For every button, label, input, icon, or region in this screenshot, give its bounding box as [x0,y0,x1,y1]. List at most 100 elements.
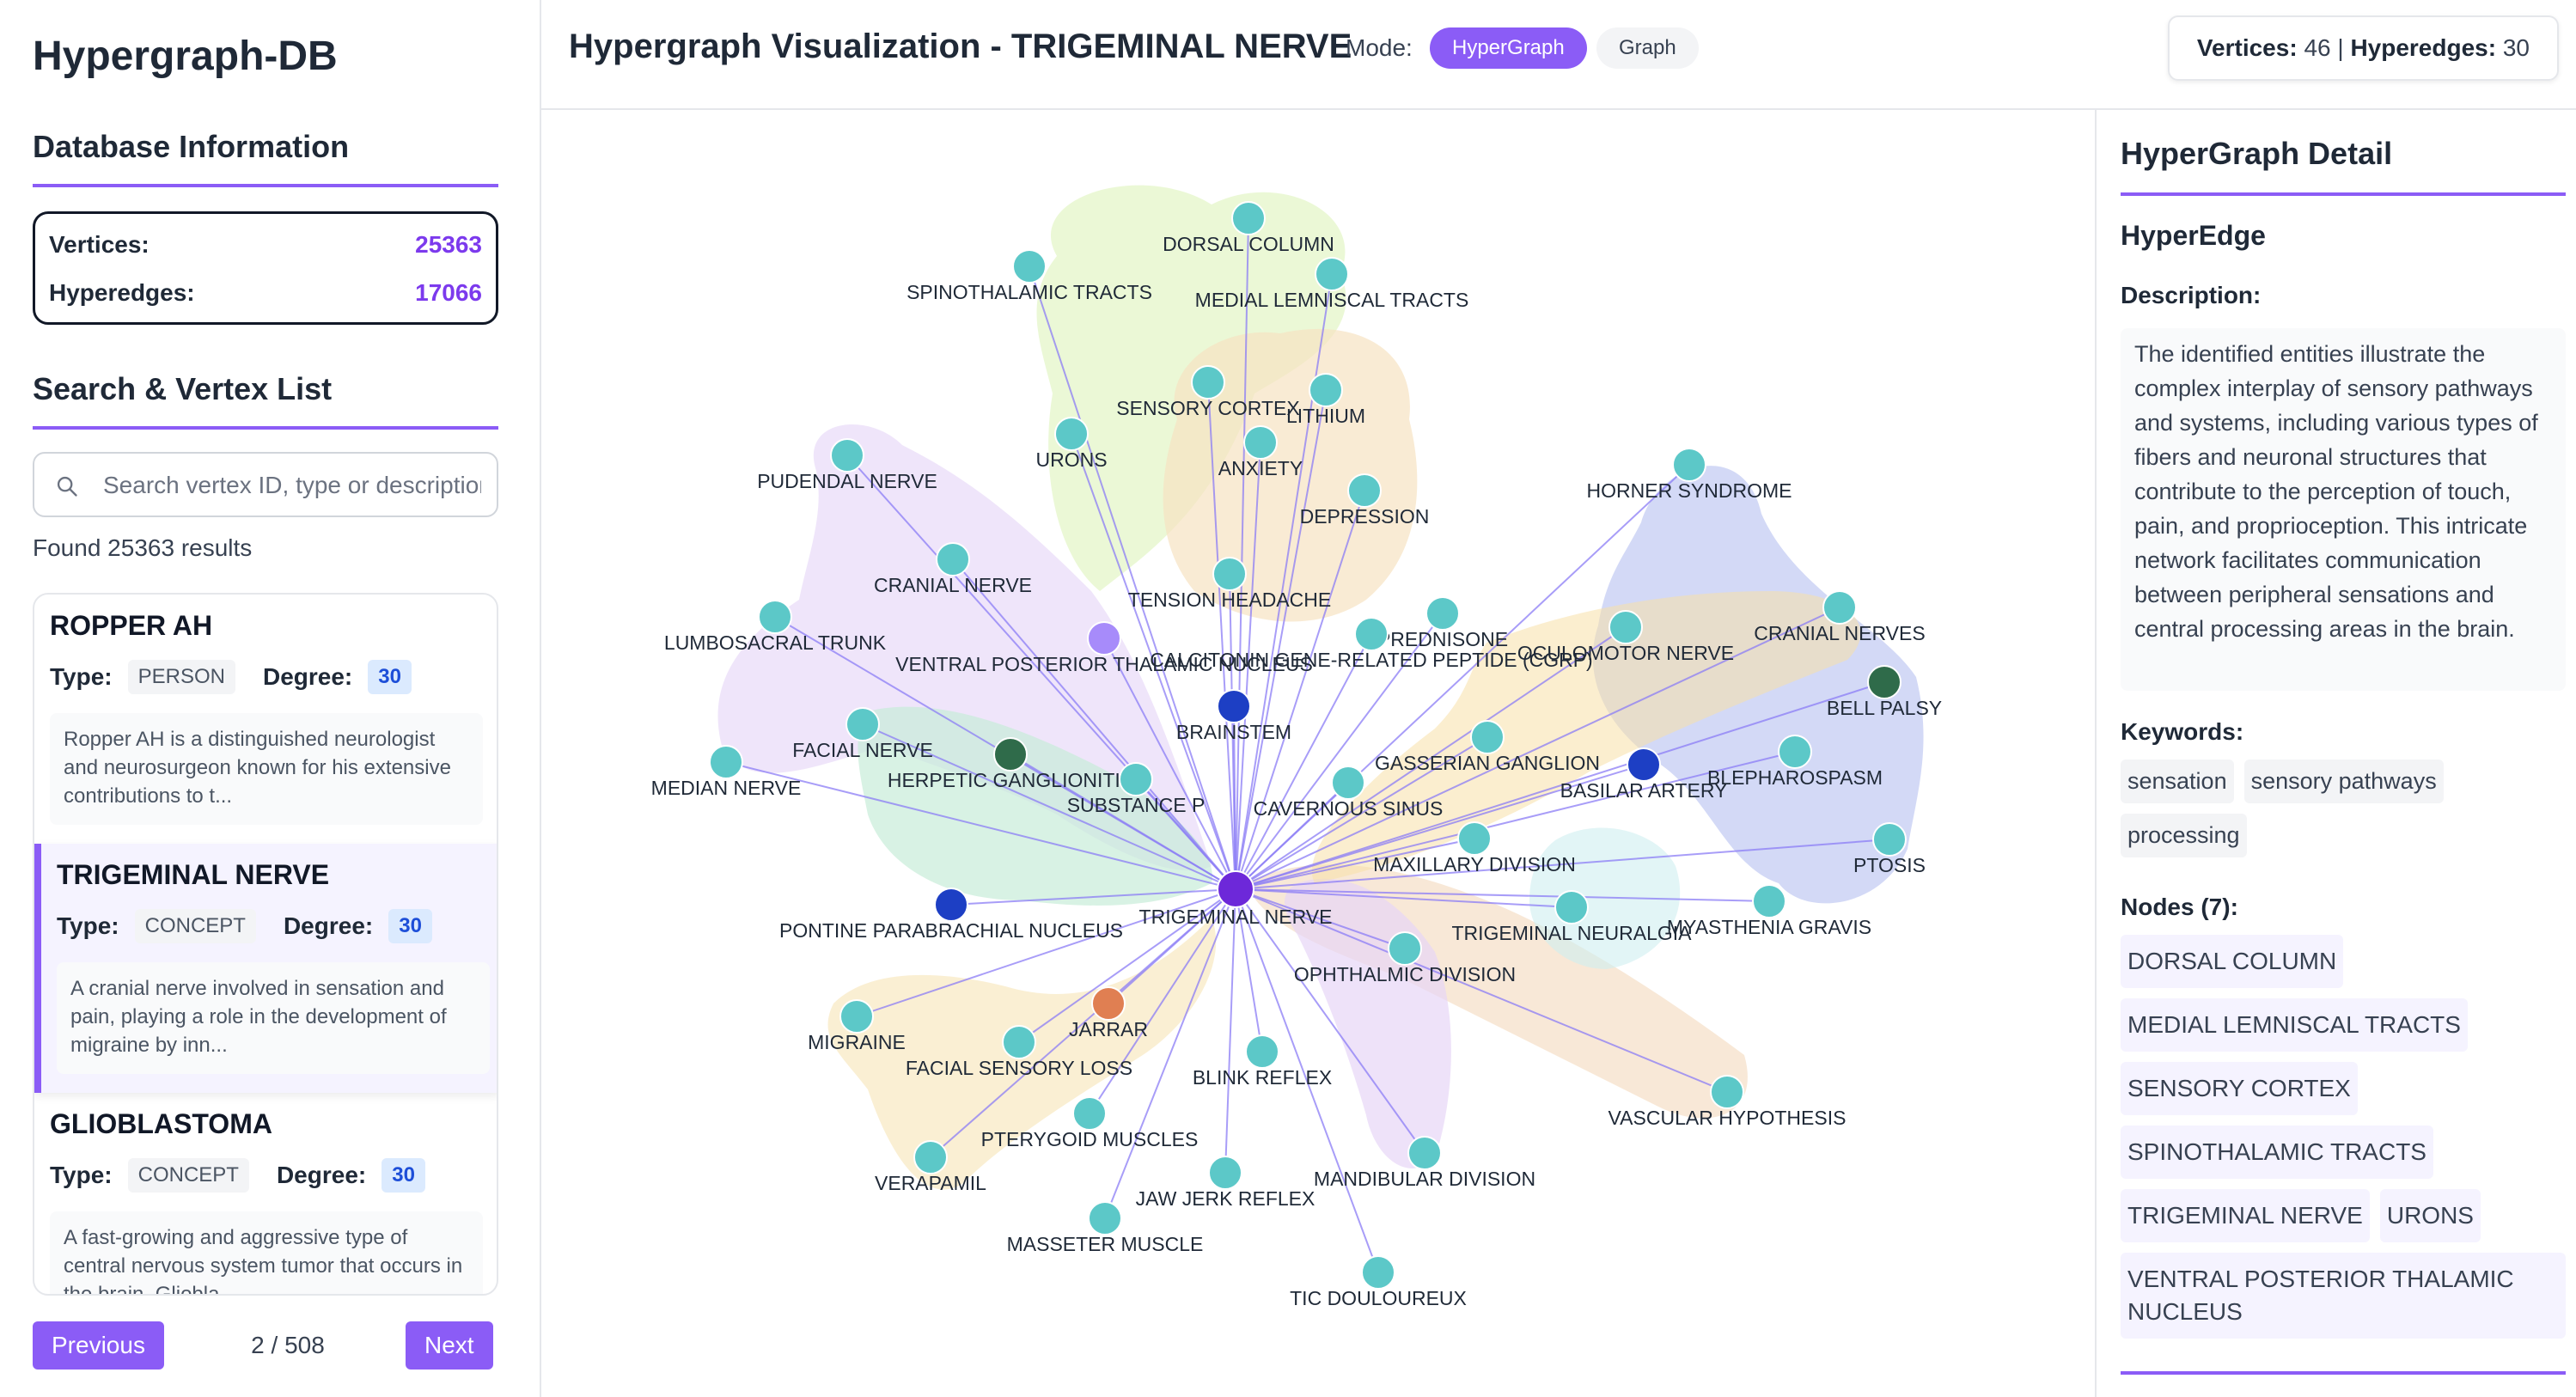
node-chip[interactable]: TRIGEMINAL NERVE [2121,1189,2370,1242]
node-circle[interactable] [993,737,1028,772]
node-circle[interactable] [1087,621,1121,656]
node-circle[interactable] [1872,822,1907,857]
graph-node[interactable]: HORNER SYNDROME [1587,448,1792,502]
node-chip[interactable]: URONS [2379,1189,2481,1242]
vertex-list[interactable]: ROPPER AH Type: PERSON Degree: 30 Ropper… [33,593,498,1296]
graph-node[interactable]: LITHIUM [1286,373,1365,427]
node-circle[interactable] [1407,1136,1442,1170]
node-circle[interactable] [1191,365,1225,400]
graph-node[interactable]: GASSERIAN GANGLION [1375,720,1600,774]
node-chip[interactable]: VENTRAL POSTERIOR THALAMIC NUCLEUS [2121,1253,2566,1339]
graph-node[interactable]: SENSORY CORTEX [1116,365,1300,419]
node-circle[interactable] [1217,870,1254,908]
graph-node[interactable]: MIGRAINE [808,999,906,1053]
graph-node[interactable]: MANDIBULAR DIVISION [1314,1136,1535,1190]
node-circle[interactable] [1208,1156,1242,1190]
node-circle[interactable] [1231,201,1266,235]
node-circle[interactable] [1388,931,1422,966]
node-circle[interactable] [1752,884,1786,918]
graph-node[interactable]: OPHTHALMIC DIVISION [1294,931,1516,985]
node-circle[interactable] [1072,1096,1107,1131]
node-circle[interactable] [1608,610,1643,644]
graph-node[interactable]: MASSETER MUSCLE [1007,1201,1204,1255]
graph-node[interactable]: LUMBOSACRAL TRUNK [664,600,887,654]
node-circle[interactable] [1710,1075,1744,1109]
graph-node[interactable]: CAVERNOUS SINUS [1254,766,1444,820]
graph-node[interactable]: FACIAL NERVE [792,707,933,761]
node-circle[interactable] [1470,720,1505,754]
node-circle[interactable] [1002,1025,1036,1059]
graph-node[interactable]: SPINOTHALAMIC TRACTS [906,249,1152,303]
node-circle[interactable] [1012,249,1047,284]
hypergraph-svg[interactable]: TRIGEMINAL NERVE DORSAL COLUMN SPINOTHALAM… [541,110,2095,1397]
node-circle[interactable] [1331,766,1365,800]
graph-node[interactable]: BELL PALSY [1827,665,1942,719]
node-circle[interactable] [1315,257,1349,291]
graph-node[interactable]: JARRAR [1069,986,1148,1040]
hyperedge-hull[interactable] [1311,591,1861,883]
hypergraph-canvas[interactable]: TRIGEMINAL NERVE DORSAL COLUMN SPINOTHALAM… [541,110,2095,1397]
node-chip[interactable]: MEDIAL LEMNISCAL TRACTS [2121,998,2468,1052]
hyperedge-hull[interactable] [858,706,1212,906]
graph-node[interactable]: OCULOMOTOR NERVE [1517,610,1734,664]
node-circle[interactable] [1091,986,1126,1021]
graph-node[interactable]: HERPETIC GANGLIONITIS [888,737,1133,791]
vertex-card[interactable]: ROPPER AH Type: PERSON Degree: 30 Ropper… [34,595,497,844]
mode-graph-button[interactable]: Graph [1596,27,1699,69]
graph-node[interactable]: DEPRESSION [1300,473,1430,528]
node-chip[interactable]: SENSORY CORTEX [2121,1062,2358,1115]
graph-node[interactable]: JAW JERK REFLEX [1136,1156,1315,1210]
node-circle[interactable] [1672,448,1706,482]
node-circle[interactable] [913,1140,948,1174]
node-circle[interactable] [845,707,880,741]
graph-node[interactable]: TRIGEMINAL NERVE [1139,870,1333,928]
node-circle[interactable] [1822,590,1857,625]
node-circle[interactable] [1245,1034,1279,1069]
graph-node[interactable]: TENSION HEADACHE [1128,557,1331,611]
graph-node[interactable]: PTOSIS [1853,822,1926,876]
graph-node[interactable]: PUDENDAL NERVE [757,438,937,492]
node-circle[interactable] [830,438,864,473]
graph-node[interactable]: URONS [1035,417,1108,471]
graph-node[interactable]: MEDIAL LEMNISCAL TRACTS [1195,257,1469,311]
node-circle[interactable] [1088,1201,1122,1235]
node-circle[interactable] [1119,762,1153,796]
graph-node[interactable]: PONTINE PARABRACHIAL NUCLEUS [779,888,1123,942]
graph-node[interactable]: VASCULAR HYPOTHESIS [1608,1075,1847,1129]
graph-node[interactable]: FACIAL SENSORY LOSS [906,1025,1132,1079]
node-chip[interactable]: DORSAL COLUMN [2121,935,2344,988]
node-circle[interactable] [1554,890,1589,924]
node-circle[interactable] [839,999,874,1034]
graph-node[interactable]: CRANIAL NERVES [1754,590,1926,644]
hyperedge-hull[interactable] [717,424,1212,871]
node-circle[interactable] [1309,373,1343,407]
graph-node[interactable]: TIC DOULOUREUX [1290,1255,1467,1309]
node-circle[interactable] [1361,1255,1395,1290]
graph-node[interactable]: PREDNISONE [1377,596,1508,650]
next-button[interactable]: Next [406,1321,493,1370]
search-input[interactable] [103,466,481,505]
node-circle[interactable] [1354,617,1389,651]
node-circle[interactable] [1217,689,1251,723]
node-circle[interactable] [1425,596,1460,631]
graph-node[interactable]: MEDIAN NERVE [651,745,802,799]
node-circle[interactable] [1867,665,1901,699]
node-circle[interactable] [709,745,743,779]
node-circle[interactable] [1457,821,1492,856]
graph-node[interactable]: DORSAL COLUMN [1163,201,1334,255]
previous-button[interactable]: Previous [33,1321,164,1370]
graph-node[interactable]: ANXIETY [1218,425,1303,479]
graph-node[interactable]: VERAPAMIL [875,1140,986,1194]
graph-node[interactable]: CRANIAL NERVE [874,542,1032,596]
graph-node[interactable]: SUBSTANCE P [1067,762,1206,816]
graph-node[interactable]: BRAINSTEM [1176,689,1291,743]
graph-node[interactable]: MYASTHENIA GRAVIS [1667,884,1871,938]
node-circle[interactable] [1627,747,1661,782]
node-circle[interactable] [1054,417,1089,451]
node-circle[interactable] [758,600,792,634]
graph-node[interactable]: VENTRAL POSTERIOR THALAMIC NUCLEUS [895,621,1313,675]
vertex-card-selected[interactable]: TRIGEMINAL NERVE Type: CONCEPT Degree: 3… [34,844,497,1093]
node-circle[interactable] [934,888,968,922]
node-circle[interactable] [1347,473,1382,508]
graph-node[interactable]: BASILAR ARTERY [1560,747,1728,802]
